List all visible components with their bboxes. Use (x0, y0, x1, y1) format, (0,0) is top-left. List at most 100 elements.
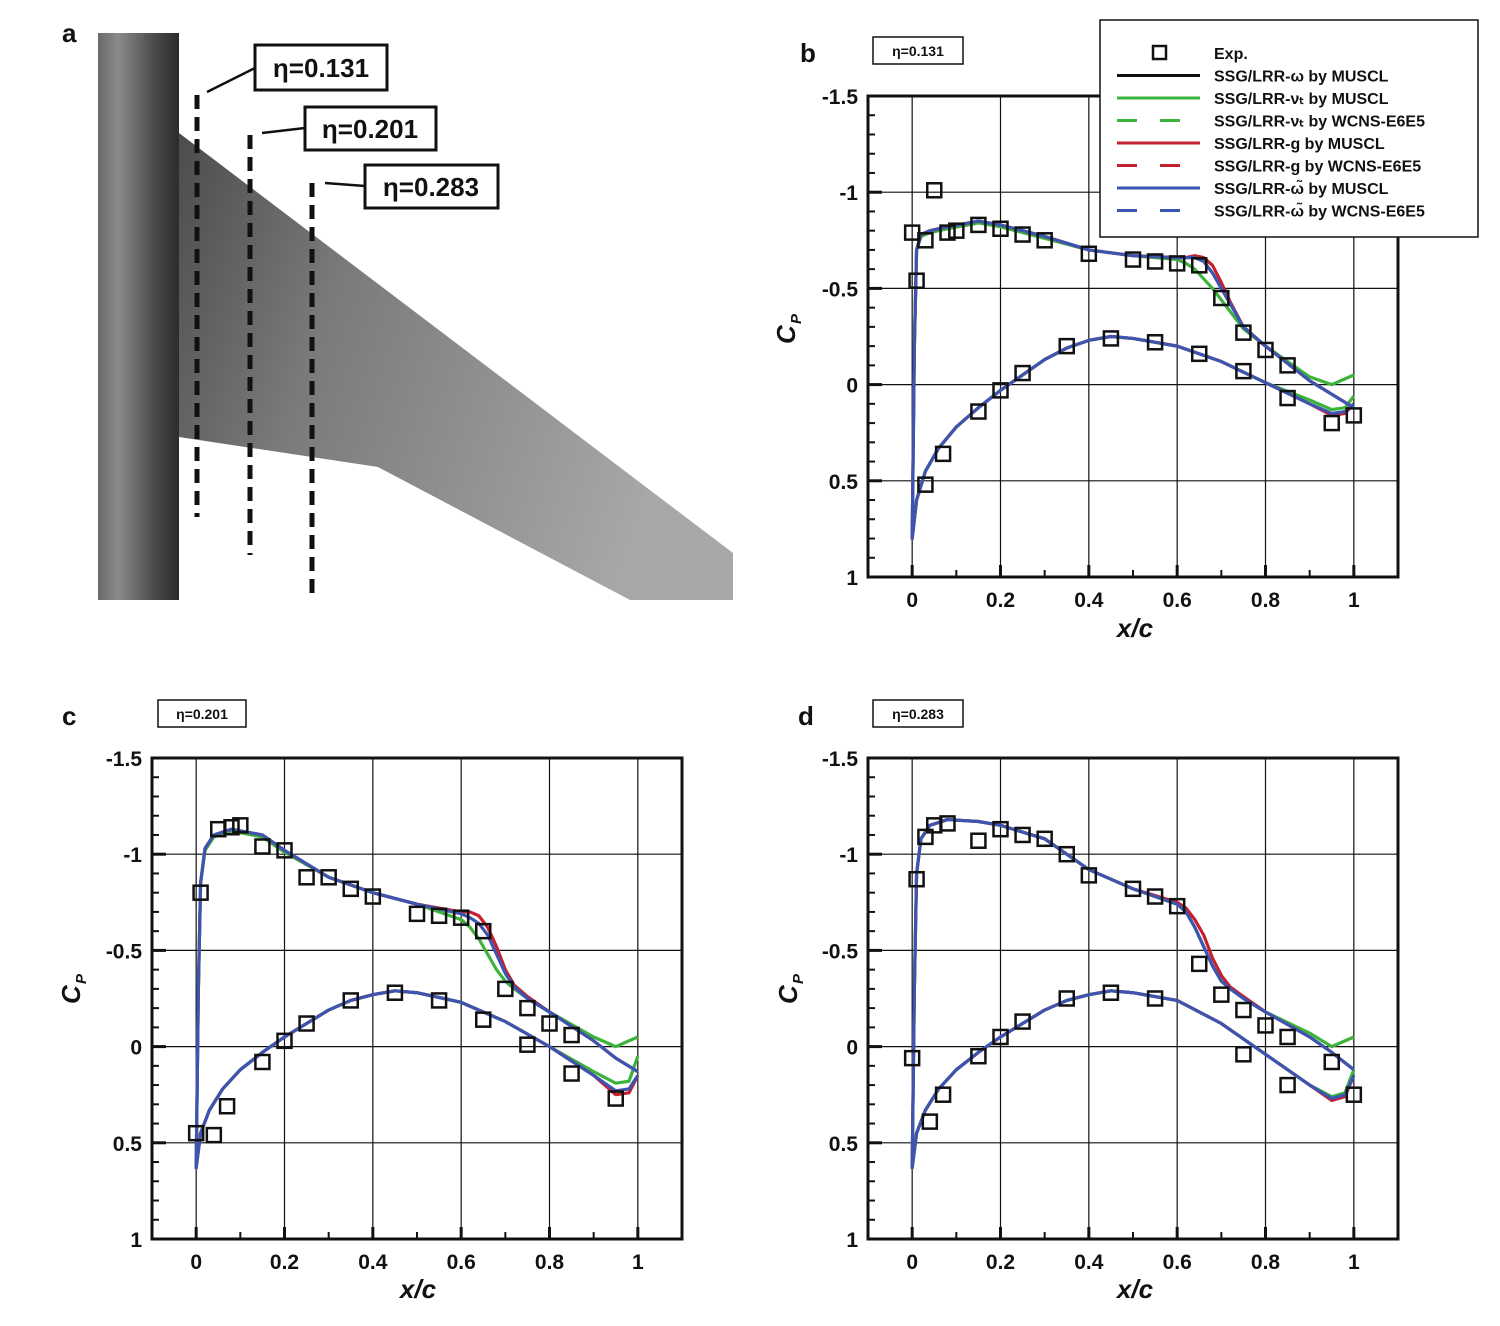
y-tick-label: 0.5 (829, 1133, 859, 1156)
station-label: η=0.201 (176, 706, 228, 722)
exp-point (917, 828, 934, 846)
exp-point (1279, 1076, 1296, 1094)
exp-point (1014, 226, 1031, 243)
legend-item: Exp. (1151, 44, 1248, 63)
exp-point (948, 222, 965, 239)
station-box (157, 699, 247, 728)
legend-label: SSG/LRR-g by MUSCL (1214, 136, 1385, 153)
exp-point (187, 1124, 205, 1142)
exp-point (992, 820, 1009, 838)
exp-point (452, 909, 470, 926)
y-axis-label-sub: P (73, 973, 90, 984)
station-label: η=0.131 (892, 43, 944, 59)
exp-point (1279, 389, 1296, 407)
exp-point (1213, 289, 1230, 307)
x-tick-label: 0.8 (535, 1251, 565, 1274)
cp-charts: b η=0.131 0 0.2 0.4 0.6 0.8 1 -1.5 -1 -0.5 0 0.5 1 x/c… (56, 36, 1400, 1304)
x-tick-label: 0.6 (447, 1251, 476, 1274)
x-tick-label: 0.4 (1074, 589, 1104, 612)
legend-label: SSG/LRR-νₜ by MUSCL (1214, 91, 1389, 108)
exp-point (917, 476, 934, 493)
exp-point (970, 832, 987, 849)
exp-point (192, 884, 209, 901)
y-tick-label: -0.5 (822, 278, 859, 301)
exp-point (1124, 880, 1142, 898)
exp-point (1191, 257, 1208, 274)
exp-point (939, 224, 956, 241)
exp-point (934, 445, 952, 463)
y-axis-label-main: C (773, 984, 803, 1004)
exp-point (475, 922, 492, 940)
panel-letter-a: a (62, 18, 77, 48)
exp-point (205, 1126, 223, 1144)
exp-point (992, 220, 1009, 238)
y-tick-label: 0 (130, 1037, 142, 1060)
station-label-box-1 (253, 43, 389, 92)
x-tick-label: 0.6 (1163, 589, 1192, 612)
exp-point (497, 980, 514, 998)
exp-point (364, 888, 382, 905)
station-label-box-3 (363, 163, 500, 210)
series-omega_tilde-wcns (911, 219, 1355, 540)
x-tick-label: 0.6 (1163, 1251, 1192, 1274)
exp-point (430, 907, 448, 925)
exp-point (1279, 357, 1296, 374)
y-axis-label-main: C (771, 324, 801, 344)
x-tick-label: 0 (190, 1251, 202, 1274)
x-tick-label: 0.8 (1251, 589, 1281, 612)
station-label-box-2 (303, 105, 438, 152)
exp-point (1058, 337, 1075, 355)
legend-box (1099, 19, 1479, 238)
legend-label: SSG/LRR-νₜ by WCNS-E6E5 (1214, 114, 1425, 131)
series-omega_tilde-wcns (911, 818, 1355, 1169)
y-tick-label: 1 (846, 1229, 858, 1252)
exp-point (926, 182, 943, 199)
exp-point (1323, 414, 1340, 432)
y-tick-label: 0.5 (829, 471, 859, 494)
exp-point (408, 905, 426, 923)
exp-point (1235, 1001, 1252, 1019)
y-tick-label: -1 (839, 844, 858, 867)
series-nu_t-muscl (194, 829, 640, 1170)
exp-point (1191, 345, 1208, 363)
exp-point (1058, 990, 1075, 1007)
y-axis-label: CP (771, 313, 805, 344)
series-omega_tilde-muscl (194, 827, 640, 1170)
y-axis-label: CP (56, 973, 90, 1004)
station-label-2: η=0.201 (322, 114, 418, 144)
series-nu_t-wcns (195, 830, 639, 1169)
exp-point (939, 815, 956, 832)
legend-item: SSG/LRR-νₜ by WCNS-E6E5 (1117, 114, 1425, 131)
exp-point (1146, 888, 1164, 905)
wing-surface (179, 133, 733, 600)
panel-letter-b: b (800, 38, 816, 68)
exp-point (1146, 334, 1164, 351)
exp-point (970, 403, 987, 420)
series-g-wcns (195, 828, 639, 1169)
exp-point (386, 984, 404, 1001)
y-axis-label-sub: P (790, 973, 807, 984)
y-axis-label-sub: P (788, 313, 805, 324)
legend-label: SSG/LRR-ω̃ by WCNS-E6E5 (1214, 201, 1425, 221)
y-tick-label: 0 (846, 1037, 858, 1060)
exp-point (992, 382, 1009, 399)
x-tick-label: 0 (906, 589, 918, 612)
station-box (872, 36, 964, 65)
exp-point (541, 1015, 558, 1032)
exp-point (1257, 1017, 1274, 1034)
exp-point (254, 1053, 271, 1071)
exp-point (232, 817, 249, 834)
series-omega_tilde-wcns (195, 828, 639, 1169)
x-tick-label: 1 (1348, 1251, 1360, 1274)
y-axis-label: CP (773, 973, 807, 1004)
exp-point (1036, 830, 1053, 848)
legend-item: SSG/LRR-ω̃ by WCNS-E6E5 (1117, 201, 1425, 221)
exp-point (1146, 990, 1164, 1007)
chart-panel-c: c η=0.201 0 0.2 0.4 0.6 0.8 1 -1.5 -1 -0.5 0 0.5 1 x/c… (56, 699, 684, 1304)
exp-point (320, 869, 337, 886)
exp-point (1036, 232, 1053, 249)
exp-point (1102, 330, 1120, 347)
fuselage (98, 33, 179, 600)
x-tick-label: 0.2 (986, 1251, 1015, 1274)
exp-point (1279, 1028, 1296, 1046)
